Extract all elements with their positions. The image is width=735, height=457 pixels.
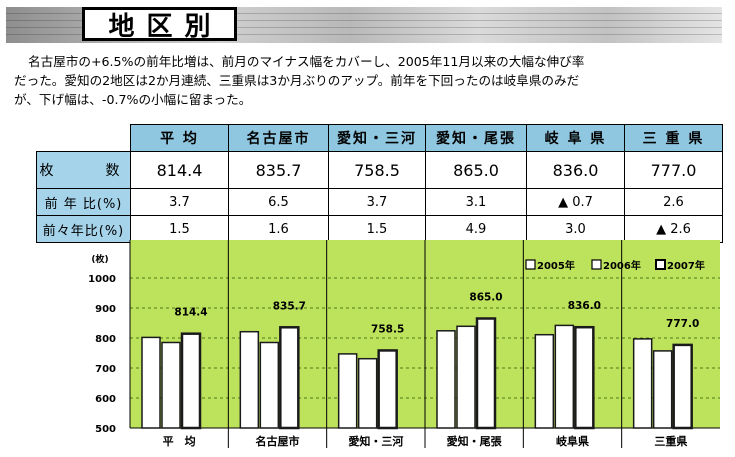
bar-2006年: [456, 325, 476, 429]
bar-2006年: [357, 357, 378, 429]
col-header: 三 重 県: [624, 124, 723, 152]
table-cell: 865.0: [425, 151, 527, 189]
row-label: 前々年比(%): [36, 215, 131, 243]
stats-table: 平 均 名古屋市 愛知・三河 愛知・尾張 岐 阜 県 三 重 県 枚 数 814…: [36, 124, 723, 243]
bar-2005年: [337, 353, 358, 429]
bar-2007年: [279, 326, 300, 430]
data-labels: 814.4 835.7 758.5 865.0 836.0 777.0: [174, 292, 699, 336]
legend-swatch: [655, 259, 666, 270]
data-label: 777.0: [666, 318, 699, 330]
table-cell: ▲ 0.7: [526, 188, 625, 216]
table-cell: 777.0: [624, 151, 723, 189]
y-tick-label: 700: [95, 364, 116, 375]
y-tick-label: 900: [95, 304, 116, 315]
x-tick-label: 平 均: [163, 434, 196, 448]
data-label: 835.7: [273, 300, 306, 312]
page-title: 地区別: [108, 11, 223, 42]
col-header: 岐 阜 県: [526, 124, 625, 152]
table-cell: 1.5: [130, 215, 229, 243]
y-axis: 500 600 700 800 900 1000 (枚): [88, 240, 720, 435]
legend-swatch: [525, 259, 536, 270]
table-cell: 2.6: [624, 188, 723, 216]
table-corner: [36, 124, 131, 152]
y-tick-label: 500: [95, 424, 116, 435]
lead-line: だった。愛知の2地区は2か月連続、三重県は3か月ぶりのアップ。前年を下回ったのは…: [14, 73, 580, 88]
row-label: 前 年 比(%): [36, 188, 131, 216]
x-tick-label: 岐阜県: [556, 434, 589, 448]
col-header: 愛知・三河: [328, 124, 426, 152]
bar-2007年: [377, 349, 398, 430]
bar-2007年: [672, 343, 693, 430]
table-cell: 3.0: [526, 215, 625, 243]
bar-2007年: [180, 332, 202, 430]
table-cell: 1.5: [328, 215, 426, 243]
bar-2006年: [161, 341, 181, 429]
title-box: 地区別: [82, 7, 237, 42]
table-cell: 814.4: [130, 151, 229, 189]
lead-line: が、下げ幅は、-0.7%の小幅に留まった。: [14, 92, 252, 107]
table-cell: 836.0: [526, 151, 625, 189]
legend: 2005年 2006年 2007年: [525, 259, 705, 272]
bar-2006年: [554, 324, 575, 429]
legend-label: 2006年: [603, 259, 641, 272]
table-cell: 835.7: [228, 151, 329, 189]
col-header: 愛知・尾張: [425, 124, 527, 152]
legend-label: 2005年: [537, 259, 575, 272]
bar-2005年: [141, 336, 161, 429]
x-tick-label: 名古屋市: [256, 434, 300, 448]
col-header: 平 均: [130, 124, 229, 152]
lead-line: 名古屋市の+6.5%の前年比増は、前月のマイナス幅をカバーし、2005年11月以…: [28, 54, 585, 69]
x-tick-label: 三重県: [654, 434, 687, 448]
table-cell: 4.9: [425, 215, 527, 243]
x-tick-label: 愛知・三河: [348, 434, 403, 448]
bar-2007年: [574, 325, 595, 430]
y-tick-label: 600: [95, 394, 116, 405]
table-cell: 3.7: [130, 188, 229, 216]
group-dividers: [227, 240, 623, 448]
table-cell: 758.5: [328, 151, 426, 189]
y-tick-label: 1000: [88, 274, 116, 285]
table-cell: 3.7: [328, 188, 426, 216]
lead-paragraph: 名古屋市の+6.5%の前年比増は、前月のマイナス幅をカバーし、2005年11月以…: [14, 52, 714, 109]
bar-2005年: [436, 330, 456, 429]
bars: [141, 317, 693, 430]
x-tick-label: 愛知・尾張: [447, 434, 503, 448]
table-cell: 6.5: [228, 188, 329, 216]
table-cell: 3.1: [425, 188, 527, 216]
table-cell: 1.6: [228, 215, 329, 243]
col-header: 名古屋市: [228, 124, 329, 152]
data-label: 814.4: [174, 307, 207, 319]
data-label: 758.5: [371, 323, 404, 335]
bar-2005年: [632, 338, 653, 429]
bar-2005年: [534, 333, 555, 429]
data-label: 865.0: [469, 292, 502, 304]
bar-chart: 500 600 700 800 900 1000 (枚) 814.4 835.7 758.5 86…: [88, 240, 720, 448]
legend-swatch: [591, 259, 602, 270]
bar-2007年: [475, 317, 497, 430]
x-axis: 平 均 名古屋市 愛知・三河 愛知・尾張 岐阜県 三重県: [163, 434, 688, 448]
y-tick-label: 800: [95, 334, 116, 345]
bar-2005年: [239, 330, 260, 429]
data-label: 836.0: [568, 300, 601, 312]
bar-2006年: [652, 350, 673, 429]
y-axis-label: (枚): [91, 253, 108, 265]
row-label: 枚 数: [36, 151, 131, 189]
bar-2006年: [259, 341, 280, 429]
table-cell: ▲ 2.6: [624, 215, 723, 243]
legend-label: 2007年: [667, 259, 705, 272]
